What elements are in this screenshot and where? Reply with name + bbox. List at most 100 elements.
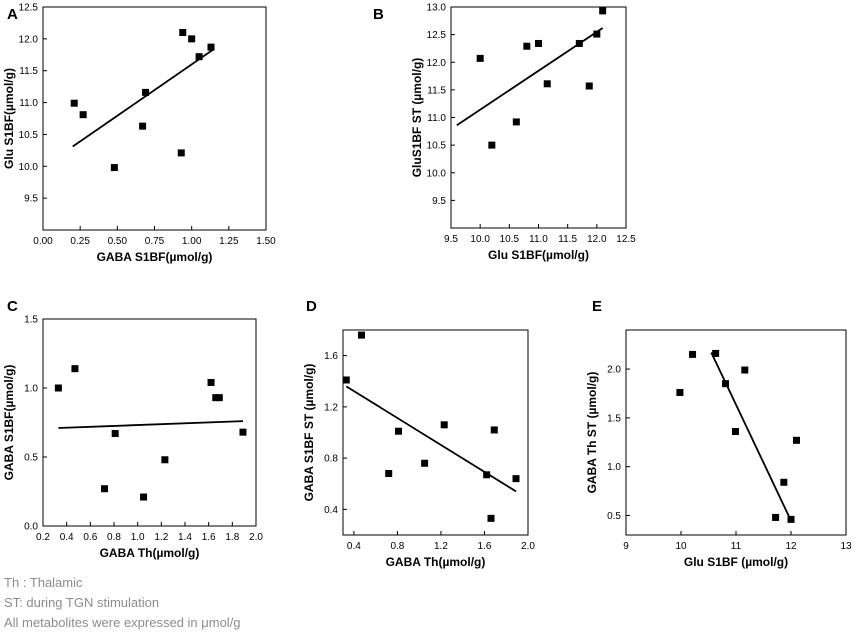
panel-b-x-tick-label: 10.0 <box>470 234 490 245</box>
panel-c-x-tick-label: 0.4 <box>60 532 74 543</box>
panel-d-y-tick-label: 0.8 <box>324 454 338 465</box>
footnote-thalamic: Th : Thalamic <box>4 575 83 590</box>
panel-c-data-point <box>71 365 79 373</box>
panel-d-data-point <box>385 470 393 477</box>
panel-b-x-tick-label: 10.5 <box>500 234 520 245</box>
footnote-units: All metabolites were expressed in μmol/g <box>4 615 241 630</box>
panel-b-data-point <box>512 118 520 126</box>
panel-a-x-tick-label: 1.50 <box>256 236 276 247</box>
panel-d-data-point <box>395 427 402 435</box>
panel-d-y-tick-label: 0.4 <box>324 505 338 516</box>
panel-e-data-point <box>741 366 749 374</box>
panel-e-y-tick-label: 1.0 <box>607 462 621 473</box>
panel-a-x-tick-label: 0.50 <box>108 236 128 247</box>
panel-c-x-tick-label: 1.2 <box>154 532 168 543</box>
panel-b-data-point <box>476 54 484 62</box>
panel-a-x-tick-label: 1.00 <box>182 236 202 247</box>
panel-c-data-point <box>54 384 62 392</box>
panel-e-data-point <box>772 513 780 521</box>
panel-b-data-point <box>593 30 601 38</box>
panel-c-data-point <box>140 493 148 501</box>
panel-c-data-point <box>101 485 109 493</box>
panel-d-y-tick-label: 1.6 <box>324 351 338 362</box>
panel-e-data-point <box>722 380 730 388</box>
panel-a-data-point <box>70 99 78 107</box>
panel-b-data-point <box>585 82 593 90</box>
panel-d-data-point <box>440 421 448 429</box>
panel-c-data-point <box>212 394 220 402</box>
panel-b-y-tick-label: 11.0 <box>427 113 446 124</box>
panel-b-x-tick-label: 12.0 <box>587 234 607 245</box>
panel-c-x-tick-label: 1.4 <box>178 532 192 543</box>
panel-a-data-point <box>195 53 203 61</box>
panel-c-y-tick-label: 1.5 <box>24 315 38 326</box>
panel-e-data-point <box>787 515 795 523</box>
panel-b-y-tick-label: 10.0 <box>427 168 447 179</box>
panel-b-x-tick-label: 9.5 <box>444 234 458 245</box>
panel-d-data-point <box>342 376 350 384</box>
panel-c-x-tick-label: 2.0 <box>249 532 263 543</box>
panel-a-x-tick-label: 1.25 <box>219 236 239 247</box>
panel-d-x-tick-label: 0.4 <box>347 541 361 552</box>
panel-c-x-tick-label: 0.8 <box>107 532 121 543</box>
panel-b-x-tick-label: 12.5 <box>616 234 636 245</box>
panel-d-x-axis-title: GABA Th(µmol/g) <box>386 555 486 569</box>
footnote-stimulation: ST: during TGN stimulation <box>4 595 160 610</box>
panel-d-data-point <box>512 475 520 483</box>
panel-e-y-tick-label: 0.5 <box>607 511 621 522</box>
panel-b-label: B <box>373 6 384 23</box>
panel-d-data-point <box>421 459 429 467</box>
panel-a-y-tick-label: 11.5 <box>19 66 38 77</box>
panel-b-data-point <box>543 80 551 88</box>
panel-a-data-point <box>139 122 147 130</box>
panel-e-data-point <box>731 428 739 436</box>
panel-b-y-tick-label: 12.5 <box>427 30 447 41</box>
panel-e-y-tick-label: 1.5 <box>607 413 621 424</box>
panel-a-x-tick-label: 0.75 <box>145 236 165 247</box>
panel-c-plot-frame <box>42 318 257 527</box>
panel-d-y-axis-title: GABA S1BF ST (µmol/g) <box>302 364 316 502</box>
panel-a-y-axis-title: Glu S1BF(µmol/g) <box>2 68 16 169</box>
panel-c-data-point <box>215 394 223 402</box>
panel-c-x-tick-label: 0.2 <box>36 532 50 543</box>
panel-a-data-point <box>79 111 87 119</box>
panel-c-x-tick-label: 0.6 <box>83 532 97 543</box>
panel-c-y-axis-title: GABA S1BF(µmol/g) <box>2 365 16 481</box>
panel-e-data-point <box>712 349 720 357</box>
panel-e-x-tick-label: 12 <box>785 541 797 552</box>
panel-e-x-tick-label: 10 <box>675 541 687 552</box>
panel-e-data-point <box>689 350 697 358</box>
panel-b-x-tick-label: 11.0 <box>529 234 548 245</box>
panel-d-data-point <box>487 514 495 522</box>
panel-b-x-tick-label: 11.5 <box>558 234 577 245</box>
panel-b-data-point <box>535 39 542 47</box>
panel-e-fit-line <box>710 352 791 519</box>
panel-b-data-point <box>523 42 531 50</box>
panel-a-y-tick-label: 9.5 <box>24 194 38 205</box>
panel-d-x-tick-label: 1.6 <box>478 541 492 552</box>
panel-b-y-tick-label: 12.0 <box>427 58 447 69</box>
panel-c-data-point <box>161 456 169 464</box>
panel-e-x-tick-label: 11 <box>731 541 742 552</box>
panel-e-y-axis-title: GABA Th ST (µmol/g) <box>585 372 599 494</box>
panel-e-y-tick-label: 2.0 <box>607 365 621 376</box>
panel-a-data-point <box>188 35 196 43</box>
panel-b-y-tick-label: 10.5 <box>427 141 447 152</box>
panel-c-data-point <box>207 378 215 386</box>
panel-d-data-point <box>483 471 491 479</box>
panel-c-x-axis-title: GABA Th(µmol/g) <box>100 546 200 560</box>
panel-a-data-point <box>207 43 215 51</box>
panel-b-y-tick-label: 11.5 <box>427 85 446 96</box>
panel-c-data-point <box>111 430 119 438</box>
panel-a-y-tick-label: 11.0 <box>19 98 38 109</box>
panel-a-plot-frame <box>42 6 267 231</box>
panel-b-data-point <box>488 141 496 149</box>
panel-e-data-point <box>793 436 800 444</box>
panel-d-x-tick-label: 1.2 <box>434 541 448 552</box>
panel-e-data-point <box>676 388 684 396</box>
panel-a-label: A <box>7 6 18 23</box>
panel-e-label: E <box>592 298 602 315</box>
panel-d-fit-line <box>345 385 517 493</box>
panel-e-x-tick-label: 9 <box>623 541 629 552</box>
